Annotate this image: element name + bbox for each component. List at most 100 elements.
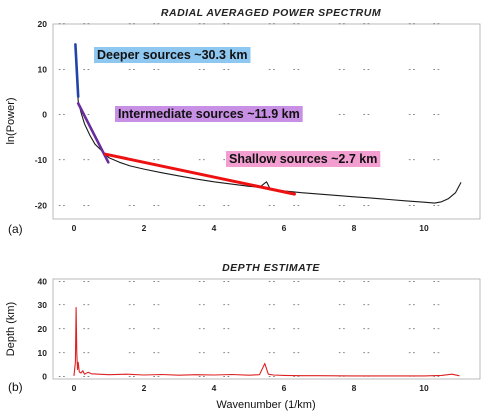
grid-mark: - - xyxy=(363,66,370,73)
grid-mark: - - xyxy=(408,326,415,333)
grid-mark: - - xyxy=(198,21,205,28)
panel-label: (b) xyxy=(8,380,23,394)
grid-mark: - - xyxy=(83,278,90,285)
grid-mark: - - xyxy=(198,66,205,73)
grid-mark: - - xyxy=(338,350,345,357)
chart-title: DEPTH ESTIMATE xyxy=(222,262,320,274)
x-tick-label: 2 xyxy=(142,383,147,393)
grid-mark: - - xyxy=(293,202,300,209)
grid-mark: - - xyxy=(433,202,440,209)
y-tick-label: 20 xyxy=(38,19,48,29)
annotation-background xyxy=(115,106,303,122)
fit-line xyxy=(74,43,80,98)
annotation-label: Deeper sources ~30.3 km xyxy=(94,47,251,63)
annotation-text: Shallow sources ~2.7 km xyxy=(229,152,377,166)
grid-mark: - - xyxy=(153,66,160,73)
grid-mark: - - xyxy=(58,350,65,357)
grid-mark: - - xyxy=(223,202,230,209)
grid-mark: - - xyxy=(153,202,160,209)
grid-mark: - - xyxy=(408,21,415,28)
annotation-group: Deeper sources ~30.3 km Intermediate sour… xyxy=(94,47,381,167)
grid-mark: - - xyxy=(223,302,230,309)
grid-mark: - - xyxy=(198,302,205,309)
x-tick-label: 6 xyxy=(282,383,287,393)
grid-mark: - - xyxy=(128,350,135,357)
x-tick-label: 10 xyxy=(419,383,429,393)
chart-title: RADIAL AVERAGED POWER SPECTRUM xyxy=(161,7,381,19)
grid-mark: - - xyxy=(363,112,370,119)
grid-mark: - - xyxy=(338,66,345,73)
grid-mark: - - xyxy=(58,157,65,164)
grid-mark: - - xyxy=(433,302,440,309)
series-group xyxy=(73,307,460,377)
grid-mark: - - xyxy=(153,302,160,309)
grid-mark: - - xyxy=(83,202,90,209)
grid-mark: - - xyxy=(83,302,90,309)
grid-mark: - - xyxy=(293,278,300,285)
x-tick-label: 2 xyxy=(142,223,147,233)
grid-mark: - - xyxy=(338,112,345,119)
grid-mark: - - xyxy=(338,302,345,309)
fit-line xyxy=(104,152,296,196)
plot-frame xyxy=(52,278,481,380)
power-spectrum-panel: RADIAL AVERAGED POWER SPECTRUM - - - - - -… xyxy=(5,7,481,236)
grid-mark: - - xyxy=(433,278,440,285)
grid-mark: - - xyxy=(433,112,440,119)
grid-mark: - - xyxy=(293,350,300,357)
grid-mark: - - xyxy=(128,302,135,309)
x-tick-label: 4 xyxy=(212,383,217,393)
grid-mark: - - xyxy=(433,66,440,73)
x-tick-label: 8 xyxy=(352,223,357,233)
y-tick-label: 20 xyxy=(38,324,48,334)
grid-mark: - - xyxy=(433,374,440,381)
grid-mark: - - xyxy=(293,21,300,28)
grid-mark: - - xyxy=(408,374,415,381)
y-tick-labels: 20 10 0 -10 -20 xyxy=(35,19,48,210)
x-tick-label: 4 xyxy=(212,223,217,233)
y-axis-label: ln(Power) xyxy=(5,97,17,144)
panel-label: (a) xyxy=(8,222,23,236)
grid-mark: - - xyxy=(293,66,300,73)
grid-mark: - - xyxy=(268,374,275,381)
grid-mark: - - xyxy=(268,21,275,28)
x-tick-label: 6 xyxy=(282,223,287,233)
grid-mark: - - xyxy=(83,112,90,119)
grid-mark: - - xyxy=(153,157,160,164)
grid-mark: - - xyxy=(128,326,135,333)
grid-mark: - - xyxy=(58,374,65,381)
grid-mark: - - xyxy=(338,374,345,381)
grid-mark: - - xyxy=(58,112,65,119)
y-tick-label: 10 xyxy=(38,348,48,358)
grid-mark: - - xyxy=(363,326,370,333)
grid-mark: - - xyxy=(408,278,415,285)
x-tick-labels: 0 2 4 6 8 10 xyxy=(72,383,429,393)
grid-mark: - - xyxy=(338,21,345,28)
grid-mark: - - xyxy=(433,350,440,357)
y-tick-label: 0 xyxy=(42,110,47,120)
grid-mark: - - xyxy=(83,374,90,381)
grid-mark: - - xyxy=(268,350,275,357)
grid-mark: - - xyxy=(408,112,415,119)
grid-mark: - - xyxy=(198,157,205,164)
grid-mark: - - xyxy=(268,302,275,309)
grid-mark: - - xyxy=(198,326,205,333)
x-tick-label: 8 xyxy=(352,383,357,393)
grid-mark: - - xyxy=(433,157,440,164)
grid-mark: - - xyxy=(198,374,205,381)
grid-mark: - - xyxy=(153,374,160,381)
grid-mark: - - xyxy=(363,21,370,28)
grid-mark: - - xyxy=(58,21,65,28)
grid-mark: - - xyxy=(198,350,205,357)
grid-mark: - - xyxy=(58,302,65,309)
plot-frame xyxy=(52,23,481,220)
grid-mark: - - xyxy=(223,374,230,381)
y-tick-label: -10 xyxy=(35,155,48,165)
annotation-label: Shallow sources ~2.7 km xyxy=(226,151,381,167)
grid-mark: - - xyxy=(128,202,135,209)
x-tick-label: 0 xyxy=(72,223,77,233)
y-tick-label: 30 xyxy=(38,300,48,310)
grid-mark: - - xyxy=(223,350,230,357)
grid-mark: - - xyxy=(408,302,415,309)
depth-estimate-panel: DEPTH ESTIMATE - - - - - - - - - - - - - - - - -… xyxy=(5,262,481,411)
